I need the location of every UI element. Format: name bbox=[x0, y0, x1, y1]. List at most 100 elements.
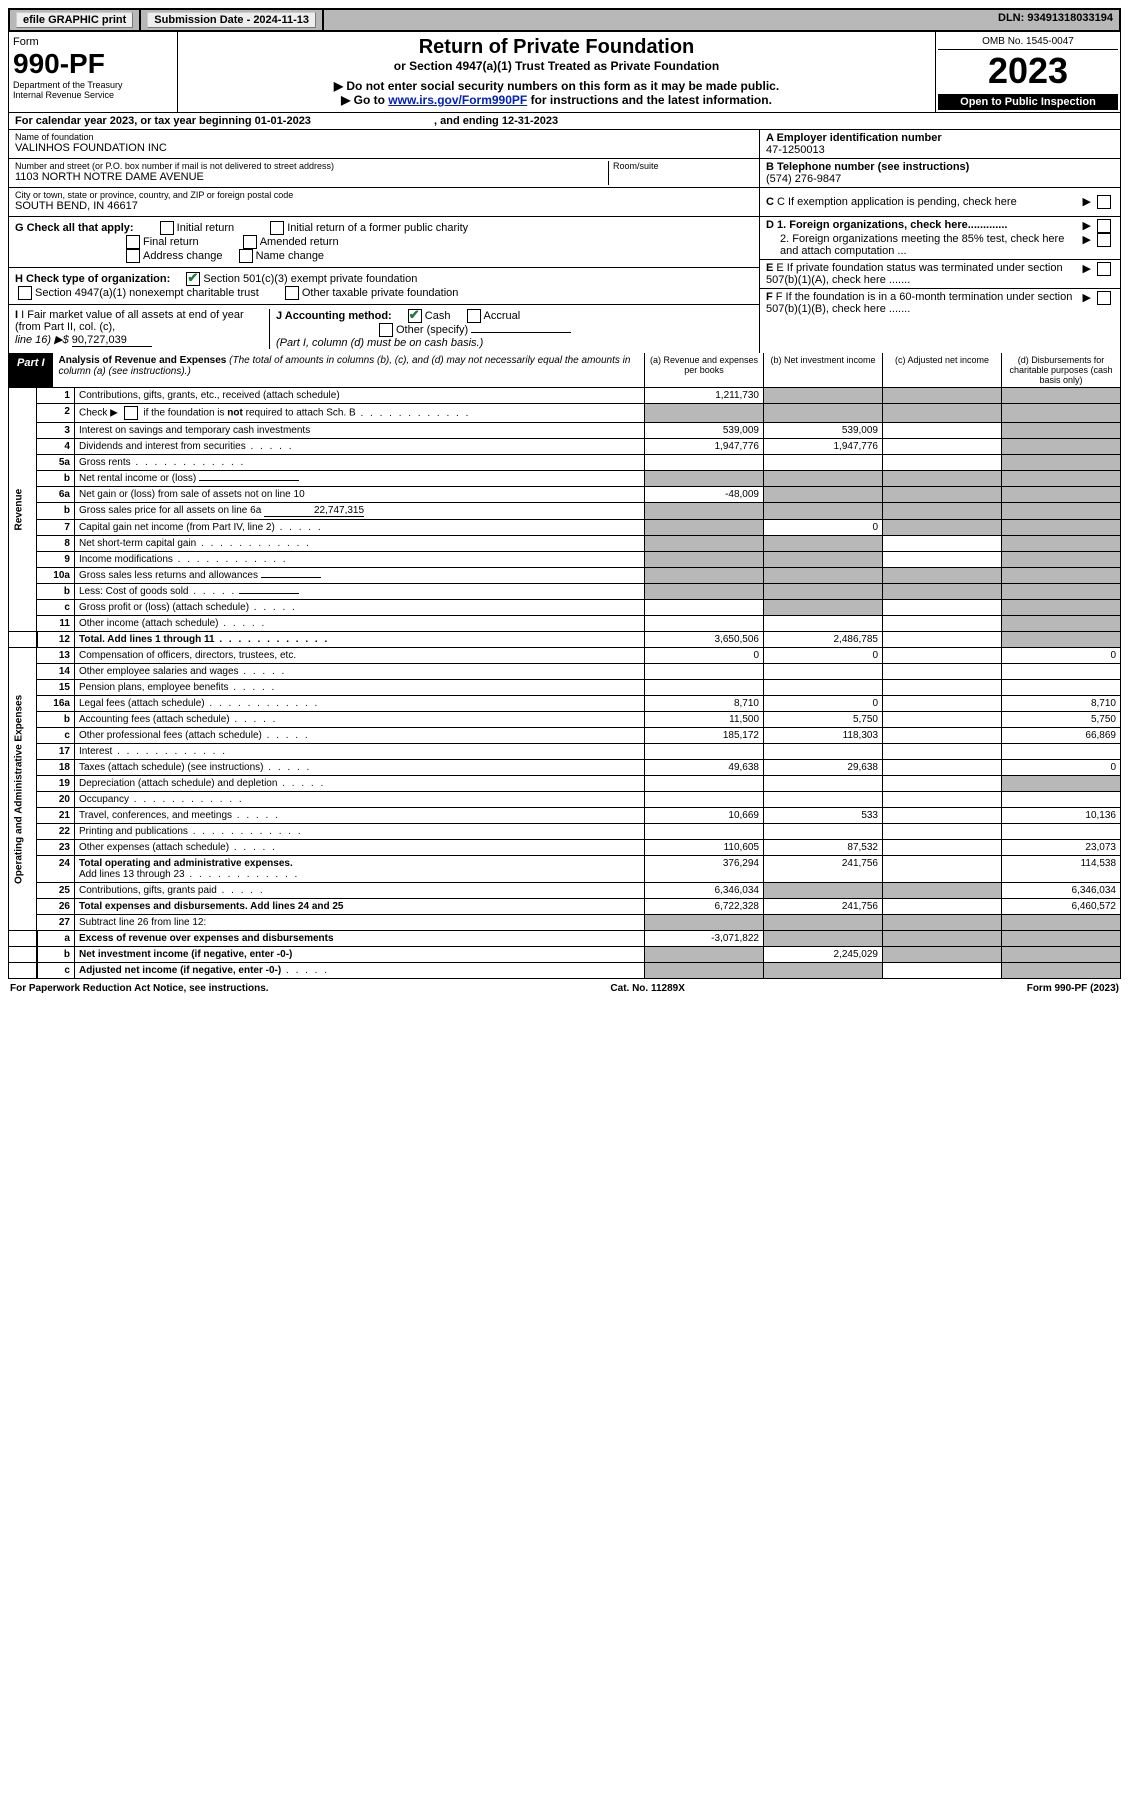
initial-return-checkbox[interactable] bbox=[160, 221, 174, 235]
line6a-a: -48,009 bbox=[645, 487, 764, 503]
top-bar: efile GRAPHIC print Submission Date - 20… bbox=[8, 8, 1121, 32]
line19-text: Depreciation (attach schedule) and deple… bbox=[74, 776, 644, 792]
line-num: 25 bbox=[37, 883, 75, 899]
foreign-85-checkbox[interactable] bbox=[1097, 233, 1111, 247]
line6b-val: 22,747,315 bbox=[264, 505, 364, 517]
amended-return-checkbox[interactable] bbox=[243, 235, 257, 249]
line-num: 11 bbox=[37, 616, 75, 632]
cal-pre: For calendar year 2023, or tax year begi… bbox=[15, 115, 255, 127]
name-label: Name of foundation bbox=[15, 132, 753, 142]
form-number: 990-PF bbox=[13, 48, 173, 80]
line3-a: 539,009 bbox=[645, 423, 764, 439]
tax-year: 2023 bbox=[938, 50, 1118, 92]
line1-a: 1,211,730 bbox=[645, 388, 764, 404]
line-num: 5a bbox=[37, 455, 75, 471]
l2-pre: Check ▶ bbox=[79, 408, 121, 419]
address-change-checkbox[interactable] bbox=[126, 249, 140, 263]
501c3-checkbox[interactable] bbox=[186, 272, 200, 286]
exemption-pending-checkbox[interactable] bbox=[1097, 195, 1111, 209]
ein-value: 47-1250013 bbox=[766, 144, 1114, 156]
line23-d: 23,073 bbox=[1002, 840, 1121, 856]
initial-return-label: Initial return bbox=[177, 222, 234, 234]
part1-header: Part I Analysis of Revenue and Expenses … bbox=[8, 353, 1121, 388]
name-change-checkbox[interactable] bbox=[239, 249, 253, 263]
room-label: Room/suite bbox=[613, 161, 753, 171]
line-num: 20 bbox=[37, 792, 75, 808]
foreign-org-checkbox[interactable] bbox=[1097, 219, 1111, 233]
line-num: c bbox=[37, 963, 75, 979]
i-label: I Fair market value of all assets at end… bbox=[15, 309, 244, 333]
line-num: c bbox=[37, 600, 75, 616]
line24-text: Total operating and administrative expen… bbox=[74, 856, 644, 883]
dept-label: Department of the Treasury bbox=[13, 80, 173, 90]
60-month-checkbox[interactable] bbox=[1097, 291, 1111, 305]
other-method-checkbox[interactable] bbox=[379, 323, 393, 337]
line27-text: Subtract line 26 from line 12: bbox=[74, 915, 644, 931]
line-num: 26 bbox=[37, 899, 75, 915]
4947-checkbox[interactable] bbox=[18, 286, 32, 300]
instructions-link[interactable]: www.irs.gov/Form990PF bbox=[388, 93, 527, 107]
expenses-sidebar: Operating and Administrative Expenses bbox=[9, 648, 37, 931]
line6b-text: Gross sales price for all assets on line… bbox=[74, 503, 644, 520]
c-label: C If exemption application is pending, c… bbox=[777, 196, 1017, 208]
line5b-text: Net rental income or (loss) bbox=[74, 471, 644, 487]
line16b-d: 5,750 bbox=[1002, 712, 1121, 728]
line8-text: Net short-term capital gain bbox=[74, 536, 644, 552]
line-num: 8 bbox=[37, 536, 75, 552]
accrual-checkbox[interactable] bbox=[467, 309, 481, 323]
main-title: Return of Private Foundation bbox=[182, 36, 931, 59]
l2-end: required to attach Sch. B bbox=[243, 408, 356, 419]
line25-text: Contributions, gifts, grants paid bbox=[74, 883, 644, 899]
line21-a: 10,669 bbox=[645, 808, 764, 824]
line16c-d: 66,869 bbox=[1002, 728, 1121, 744]
cash-checkbox[interactable] bbox=[408, 309, 422, 323]
form-label: Form bbox=[13, 36, 173, 48]
page-footer: For Paperwork Reduction Act Notice, see … bbox=[8, 979, 1121, 998]
phone-label: B Telephone number (see instructions) bbox=[766, 161, 1114, 173]
calendar-year-line: For calendar year 2023, or tax year begi… bbox=[8, 113, 1121, 130]
line23-a: 110,605 bbox=[645, 840, 764, 856]
line-num: 16a bbox=[37, 696, 75, 712]
line-num: b bbox=[37, 471, 75, 487]
line5a-text: Gross rents bbox=[74, 455, 644, 471]
initial-former-checkbox[interactable] bbox=[270, 221, 284, 235]
line12-b: 2,486,785 bbox=[764, 632, 883, 648]
line26-b: 241,756 bbox=[764, 899, 883, 915]
final-return-checkbox[interactable] bbox=[126, 235, 140, 249]
revenue-sidebar: Revenue bbox=[9, 388, 37, 632]
line13-d: 0 bbox=[1002, 648, 1121, 664]
line-num: 22 bbox=[37, 824, 75, 840]
status-terminated-checkbox[interactable] bbox=[1097, 262, 1111, 276]
line27c-text: Adjusted net income (if negative, enter … bbox=[74, 963, 644, 979]
cal-begin: 01-01-2023 bbox=[255, 115, 311, 127]
i-line-label: line 16) ▶$ bbox=[15, 334, 72, 346]
note2-post: for instructions and the latest informat… bbox=[527, 93, 772, 107]
other-taxable-checkbox[interactable] bbox=[285, 286, 299, 300]
part1-title: Analysis of Revenue and Expenses bbox=[59, 355, 227, 366]
dln: DLN: 93491318033194 bbox=[992, 10, 1119, 30]
line18-b: 29,638 bbox=[764, 760, 883, 776]
cal-mid: , and ending bbox=[434, 115, 502, 127]
line-num: 13 bbox=[37, 648, 75, 664]
line17-text: Interest bbox=[74, 744, 644, 760]
col-a-header: (a) Revenue and expenses per books bbox=[644, 353, 763, 387]
line-num: 21 bbox=[37, 808, 75, 824]
line7-b: 0 bbox=[764, 520, 883, 536]
line13-b: 0 bbox=[764, 648, 883, 664]
line23-text: Other expenses (attach schedule) bbox=[74, 840, 644, 856]
line16c-a: 185,172 bbox=[645, 728, 764, 744]
h-check-row: H Check type of organization: Section 50… bbox=[9, 268, 759, 305]
line-num: b bbox=[37, 584, 75, 600]
address: 1103 NORTH NOTRE DAME AVENUE bbox=[15, 171, 608, 183]
line-num: b bbox=[37, 503, 75, 520]
line24-a: 376,294 bbox=[645, 856, 764, 883]
address-change-label: Address change bbox=[143, 250, 223, 262]
cash-label: Cash bbox=[425, 310, 451, 322]
line10c-text: Gross profit or (loss) (attach schedule) bbox=[74, 600, 644, 616]
efile-button[interactable]: efile GRAPHIC print bbox=[16, 12, 133, 28]
501c3-label: Section 501(c)(3) exempt private foundat… bbox=[203, 273, 417, 285]
line4-b: 1,947,776 bbox=[764, 439, 883, 455]
line10a-text: Gross sales less returns and allowances bbox=[74, 568, 644, 584]
line16b-text: Accounting fees (attach schedule) bbox=[74, 712, 644, 728]
schb-checkbox[interactable] bbox=[124, 406, 138, 420]
